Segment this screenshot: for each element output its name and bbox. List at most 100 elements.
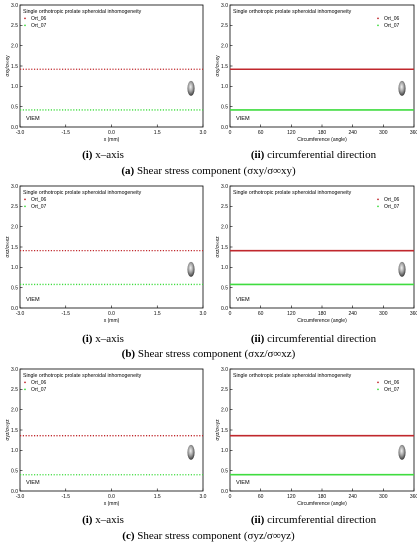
y-tick-label: 0.0: [221, 306, 228, 312]
sub-caption-a-i: (i) x–axis: [82, 149, 124, 161]
y-tick-label: 0.0: [221, 489, 228, 495]
spheroid-inset-icon: [187, 80, 195, 96]
y-tick-label: 2.0: [11, 224, 18, 230]
legend-marker: [377, 381, 379, 384]
chart-title: Single orthotropic prolate spheroidal in…: [23, 190, 142, 196]
spheroid-inset-icon: [187, 444, 195, 460]
legend-marker: [24, 388, 26, 391]
x-tick-label: 300: [379, 311, 388, 317]
y-tick-label: 3.0: [11, 3, 18, 9]
y-axis-label: σxz/σ∞xz: [5, 236, 11, 258]
y-tick-label: 2.5: [221, 387, 228, 393]
y-tick-label: 3.0: [11, 367, 18, 373]
x-tick-label: -1.5: [61, 130, 70, 136]
x-axis-label: x (mm): [104, 318, 120, 324]
plot-frame: [229, 4, 415, 128]
y-tick-label: 0.0: [11, 306, 18, 312]
legend-label: Ort_07: [31, 204, 47, 210]
chart-c-x-axis: 0.0 0.5 1.0 1.5 2.0 2.5 3.0 -3.0 -1.5 0.0 1.5 3.0 x …: [5, 367, 207, 507]
x-tick-label: -1.5: [61, 494, 70, 500]
x-tick-label: -3.0: [16, 311, 25, 317]
legend-label: Ort_07: [31, 23, 47, 29]
legend-marker: [377, 24, 379, 27]
sub-caption-b-ii: (ii) circumferential direction: [250, 333, 377, 345]
y-axis-label: σxy/σ∞xy: [215, 55, 221, 77]
legend-marker: [377, 198, 379, 201]
chart-title: Single orthotropic prolate spheroidal in…: [23, 9, 142, 15]
x-axis-label: Circumference (angle): [297, 137, 347, 143]
x-tick-label: 120: [287, 130, 296, 136]
legend-marker: [24, 198, 26, 201]
plot-frame: [19, 185, 204, 309]
chart-title: Single orthotropic prolate spheroidal in…: [233, 190, 352, 196]
x-tick-label: 3.0: [200, 311, 207, 317]
y-tick-label: 1.5: [221, 245, 228, 251]
x-tick-label: 0.0: [108, 311, 115, 317]
legend-label: Ort_06: [31, 197, 47, 203]
y-tick-label: 1.0: [221, 265, 228, 271]
x-tick-label: 240: [348, 494, 357, 500]
x-tick-label: 1.5: [154, 130, 161, 136]
x-tick-label: 60: [258, 311, 264, 317]
plot-frame: [229, 185, 415, 309]
y-tick-label: 2.5: [11, 23, 18, 29]
x-tick-label: 1.5: [154, 494, 161, 500]
y-tick-label: 2.5: [11, 387, 18, 393]
y-tick-label: 1.5: [11, 64, 18, 70]
chart-title: Single orthotropic prolate spheroidal in…: [23, 373, 142, 379]
y-tick-label: 1.0: [221, 448, 228, 454]
x-tick-label: 3.0: [200, 130, 207, 136]
sub-caption-b-i: (i) x–axis: [82, 333, 124, 345]
x-tick-label: 120: [287, 494, 296, 500]
y-tick-label: 1.0: [11, 84, 18, 90]
x-tick-label: 0.0: [108, 494, 115, 500]
y-tick-label: 0.0: [221, 125, 228, 131]
x-tick-label: 60: [258, 494, 264, 500]
x-tick-label: 120: [287, 311, 296, 317]
chart-b-x-axis: 0.0 0.5 1.0 1.5 2.0 2.5 3.0 -3.0 -1.5 0.0 1.5 3.0 x …: [5, 184, 207, 324]
x-tick-label: 240: [348, 130, 357, 136]
y-tick-label: 0.5: [11, 104, 18, 110]
legend-label: Ort_06: [384, 16, 400, 22]
x-tick-label: 180: [318, 311, 327, 317]
legend-marker: [24, 24, 26, 27]
y-tick-label: 3.0: [11, 184, 18, 190]
x-tick-label: 180: [318, 130, 327, 136]
y-tick-label: 0.0: [11, 489, 18, 495]
y-tick-label: 1.0: [221, 84, 228, 90]
y-tick-label: 0.5: [221, 285, 228, 291]
y-axis-label: σyz/σ∞yz: [215, 419, 221, 441]
x-tick-label: 360: [410, 494, 417, 500]
row-caption-c: (c) Shear stress component (σyz/σ∞yz): [122, 530, 295, 542]
legend-label: Ort_07: [384, 204, 400, 210]
row-caption-b: (b) Shear stress component (σxz/σ∞xz): [121, 348, 296, 360]
chart-b-circumferential: 0.0 0.5 1.0 1.5 2.0 2.5 3.0 0 60 120 180 240 300 360 C…: [215, 184, 417, 324]
x-tick-label: 60: [258, 130, 264, 136]
y-tick-label: 2.5: [221, 204, 228, 210]
spheroid-inset-icon: [187, 261, 195, 277]
legend-label: Ort_06: [31, 380, 47, 386]
method-label: VIEM: [236, 480, 250, 486]
method-label: VIEM: [236, 116, 250, 122]
y-tick-label: 3.0: [221, 367, 228, 373]
y-axis-label: σyz/σ∞yz: [5, 419, 11, 441]
legend-marker: [24, 17, 26, 20]
y-tick-label: 2.0: [221, 407, 228, 413]
y-tick-label: 0.5: [11, 468, 18, 474]
x-axis-label: Circumference (angle): [297, 501, 347, 507]
y-tick-label: 2.5: [221, 23, 228, 29]
y-tick-label: 2.0: [11, 407, 18, 413]
legend-label: Ort_06: [31, 16, 47, 22]
spheroid-inset-icon: [398, 444, 406, 460]
legend-label: Ort_06: [384, 380, 400, 386]
legend-marker: [377, 388, 379, 391]
legend-marker: [24, 205, 26, 208]
method-label: VIEM: [26, 116, 40, 122]
legend-marker: [24, 381, 26, 384]
y-tick-label: 3.0: [221, 3, 228, 9]
y-tick-label: 0.5: [221, 468, 228, 474]
x-tick-label: -1.5: [61, 311, 70, 317]
x-tick-label: 360: [410, 311, 417, 317]
sub-caption-c-i: (i) x–axis: [82, 514, 124, 526]
chart-title: Single orthotropic prolate spheroidal in…: [233, 9, 352, 15]
